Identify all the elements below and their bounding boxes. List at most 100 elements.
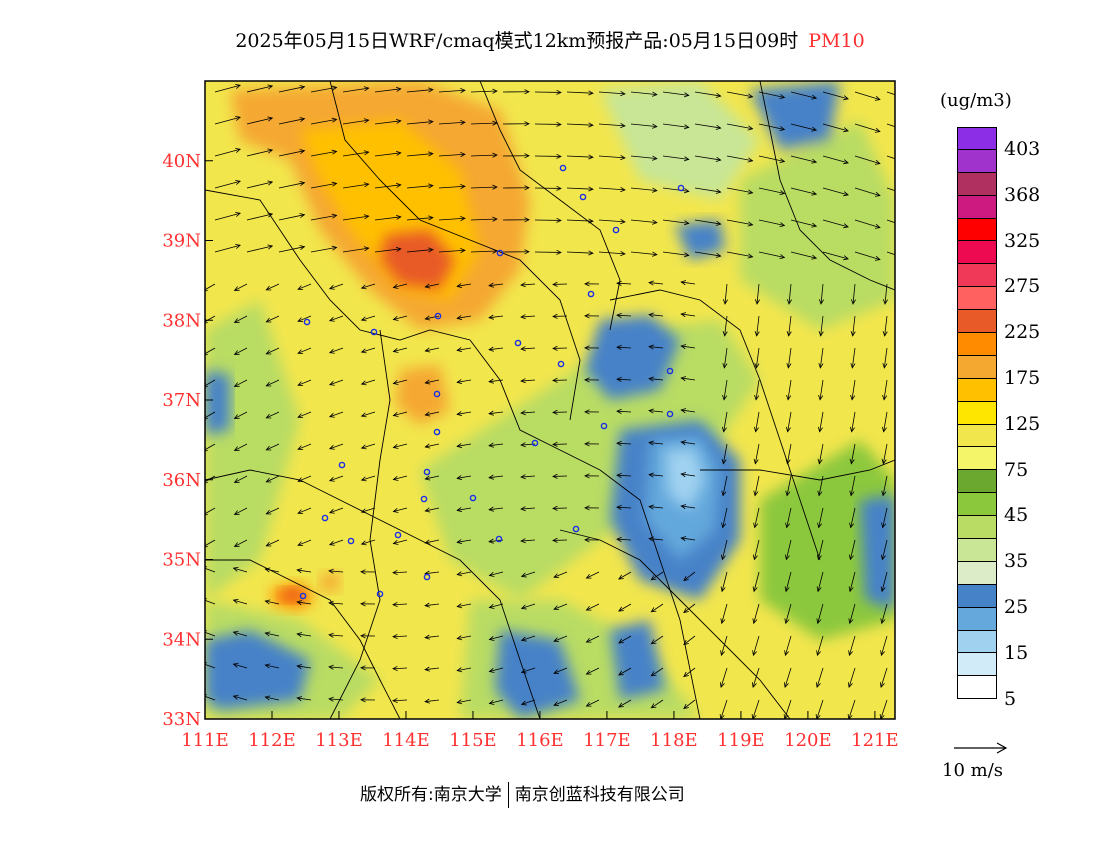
city-marker — [433, 428, 441, 436]
wind-vector — [438, 185, 465, 189]
wind-vector-head — [392, 475, 399, 481]
wind-vector-head — [874, 95, 881, 101]
wind-vector — [822, 123, 849, 132]
lon-tick-label: 115E — [449, 730, 497, 751]
wind-vector — [822, 91, 849, 100]
wind-vector — [361, 443, 376, 449]
wind-vector-head — [297, 381, 304, 387]
wind-vector-head — [715, 92, 722, 98]
wind-vector — [722, 475, 728, 496]
wind-vector-head — [552, 409, 558, 415]
wind-vector — [681, 505, 696, 509]
wind-reference-label: 10 m/s — [942, 760, 1003, 781]
wind-vector-head — [715, 252, 722, 258]
wind-vector-head — [818, 394, 824, 401]
wind-vector-head — [752, 618, 758, 625]
wind-vector-head — [880, 650, 886, 657]
wind-vector-head — [360, 412, 367, 418]
concentration-patch — [380, 230, 455, 290]
wind-vector-head — [395, 182, 402, 188]
wind-vector-head — [584, 377, 590, 383]
wind-vector-head — [680, 504, 687, 510]
wind-vector-head — [264, 599, 271, 605]
lon-tick-label: 112E — [248, 730, 296, 751]
legend-swatch — [957, 561, 997, 585]
wind-vector-head — [235, 179, 242, 185]
wind-vector — [726, 187, 753, 194]
concentration-patch — [495, 630, 580, 719]
wind-vector — [392, 635, 408, 638]
wind-vector-head — [874, 127, 881, 133]
map-title: 2025年05月15日WRF/cmaq模式12km预报产品:05月15日09时 P… — [0, 26, 1100, 53]
wind-vector-head — [424, 507, 431, 513]
wind-vector — [662, 187, 689, 192]
wind-vector-head — [296, 632, 303, 638]
wind-vector-head — [360, 540, 367, 546]
wind-vector — [393, 539, 408, 544]
wind-vector-head — [620, 155, 626, 161]
wind-vector — [753, 603, 760, 624]
wind-vector-head — [360, 348, 367, 354]
wind-vector — [361, 411, 376, 417]
wind-vector-head — [680, 280, 687, 286]
wind-vector-head — [881, 426, 887, 433]
wind-vector-head — [843, 223, 849, 229]
wind-vector — [723, 347, 728, 368]
wind-vector — [342, 247, 369, 253]
wind-vector-head — [874, 159, 881, 165]
wind-vector-head — [392, 665, 398, 672]
wind-vector-head — [652, 251, 658, 257]
wind-vector-head — [297, 509, 304, 515]
legend-swatch — [957, 127, 997, 150]
wind-vector — [753, 539, 760, 560]
wind-vector — [694, 155, 721, 161]
wind-vector-head — [616, 472, 622, 478]
wind-vector-head — [524, 121, 530, 127]
city-marker — [587, 290, 595, 298]
legend-swatch — [957, 241, 997, 265]
wind-vector — [681, 345, 696, 349]
wind-vector — [233, 663, 248, 669]
wind-vector-head — [456, 283, 463, 289]
wind-vector — [854, 251, 880, 260]
wind-vector — [681, 473, 696, 477]
wind-vector — [854, 123, 880, 132]
wind-vector-head — [296, 568, 303, 574]
wind-vector-head — [392, 411, 399, 417]
wind-vector-head — [850, 394, 856, 401]
wind-vector-head — [520, 604, 527, 610]
wind-vector-head — [296, 696, 303, 702]
wind-vector-head — [488, 571, 495, 577]
wind-vector-head — [488, 474, 494, 480]
wind-vector — [361, 315, 376, 321]
wind-vector-head — [424, 602, 430, 608]
wind-vector — [457, 283, 472, 287]
wind-vector-head — [618, 702, 624, 708]
wind-vector-head — [556, 249, 562, 255]
wind-vector-head — [588, 186, 594, 192]
city-marker — [420, 495, 428, 503]
wind-vector — [883, 411, 888, 432]
wind-vector-head — [753, 490, 759, 497]
wind-vector-head — [424, 283, 431, 289]
wind-vector — [234, 283, 248, 291]
wind-vector — [374, 88, 401, 93]
wind-vector-head — [720, 650, 726, 657]
wind-vector — [886, 187, 895, 192]
wind-vector-head — [584, 281, 590, 287]
province-border — [205, 469, 541, 719]
wind-vector — [817, 571, 824, 592]
wind-vector — [329, 347, 344, 354]
wind-vector-head — [648, 376, 654, 382]
wind-vector-head — [618, 606, 624, 612]
wind-vector — [681, 409, 696, 413]
legend-label: 125 — [1004, 412, 1041, 435]
wind-vector-head — [233, 478, 240, 483]
wind-vector — [361, 283, 376, 289]
wind-vector-head — [233, 382, 240, 387]
wind-vector-head — [456, 635, 463, 641]
wind-vector-head — [751, 682, 757, 688]
wind-vector-head — [392, 507, 399, 513]
wind-vector — [278, 86, 305, 93]
legend-swatch — [957, 470, 997, 494]
